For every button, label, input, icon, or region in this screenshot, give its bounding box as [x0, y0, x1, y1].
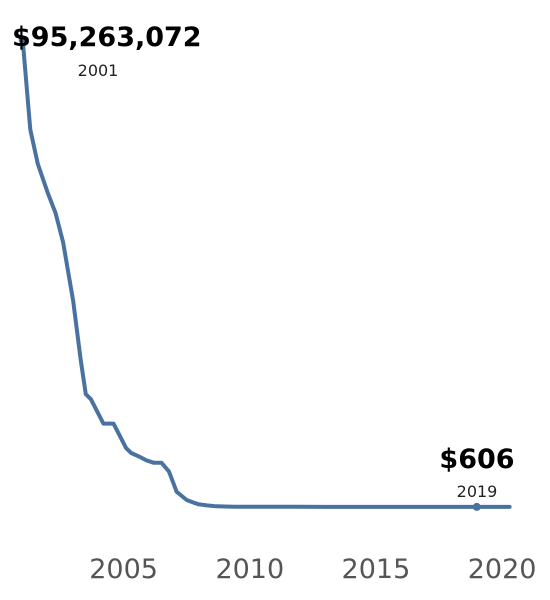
series-line	[20, 38, 512, 509]
x-tick-label: 2020	[468, 554, 537, 585]
x-tick-label: 2005	[89, 554, 158, 585]
x-tick-label: 2015	[342, 554, 411, 585]
max-value-label: $95,263,072	[12, 22, 202, 53]
max-point-marker	[18, 36, 27, 45]
line-layer	[20, 38, 512, 509]
x-axis-ticks: 2005 2010 2015 2020	[89, 554, 536, 585]
x-tick-label: 2010	[215, 554, 284, 585]
min-value-label: $606	[439, 444, 514, 475]
marker-layer	[18, 36, 481, 511]
max-year-label: 2001	[78, 61, 119, 80]
min-year-label: 2019	[457, 482, 498, 501]
min-point-marker	[472, 502, 481, 511]
